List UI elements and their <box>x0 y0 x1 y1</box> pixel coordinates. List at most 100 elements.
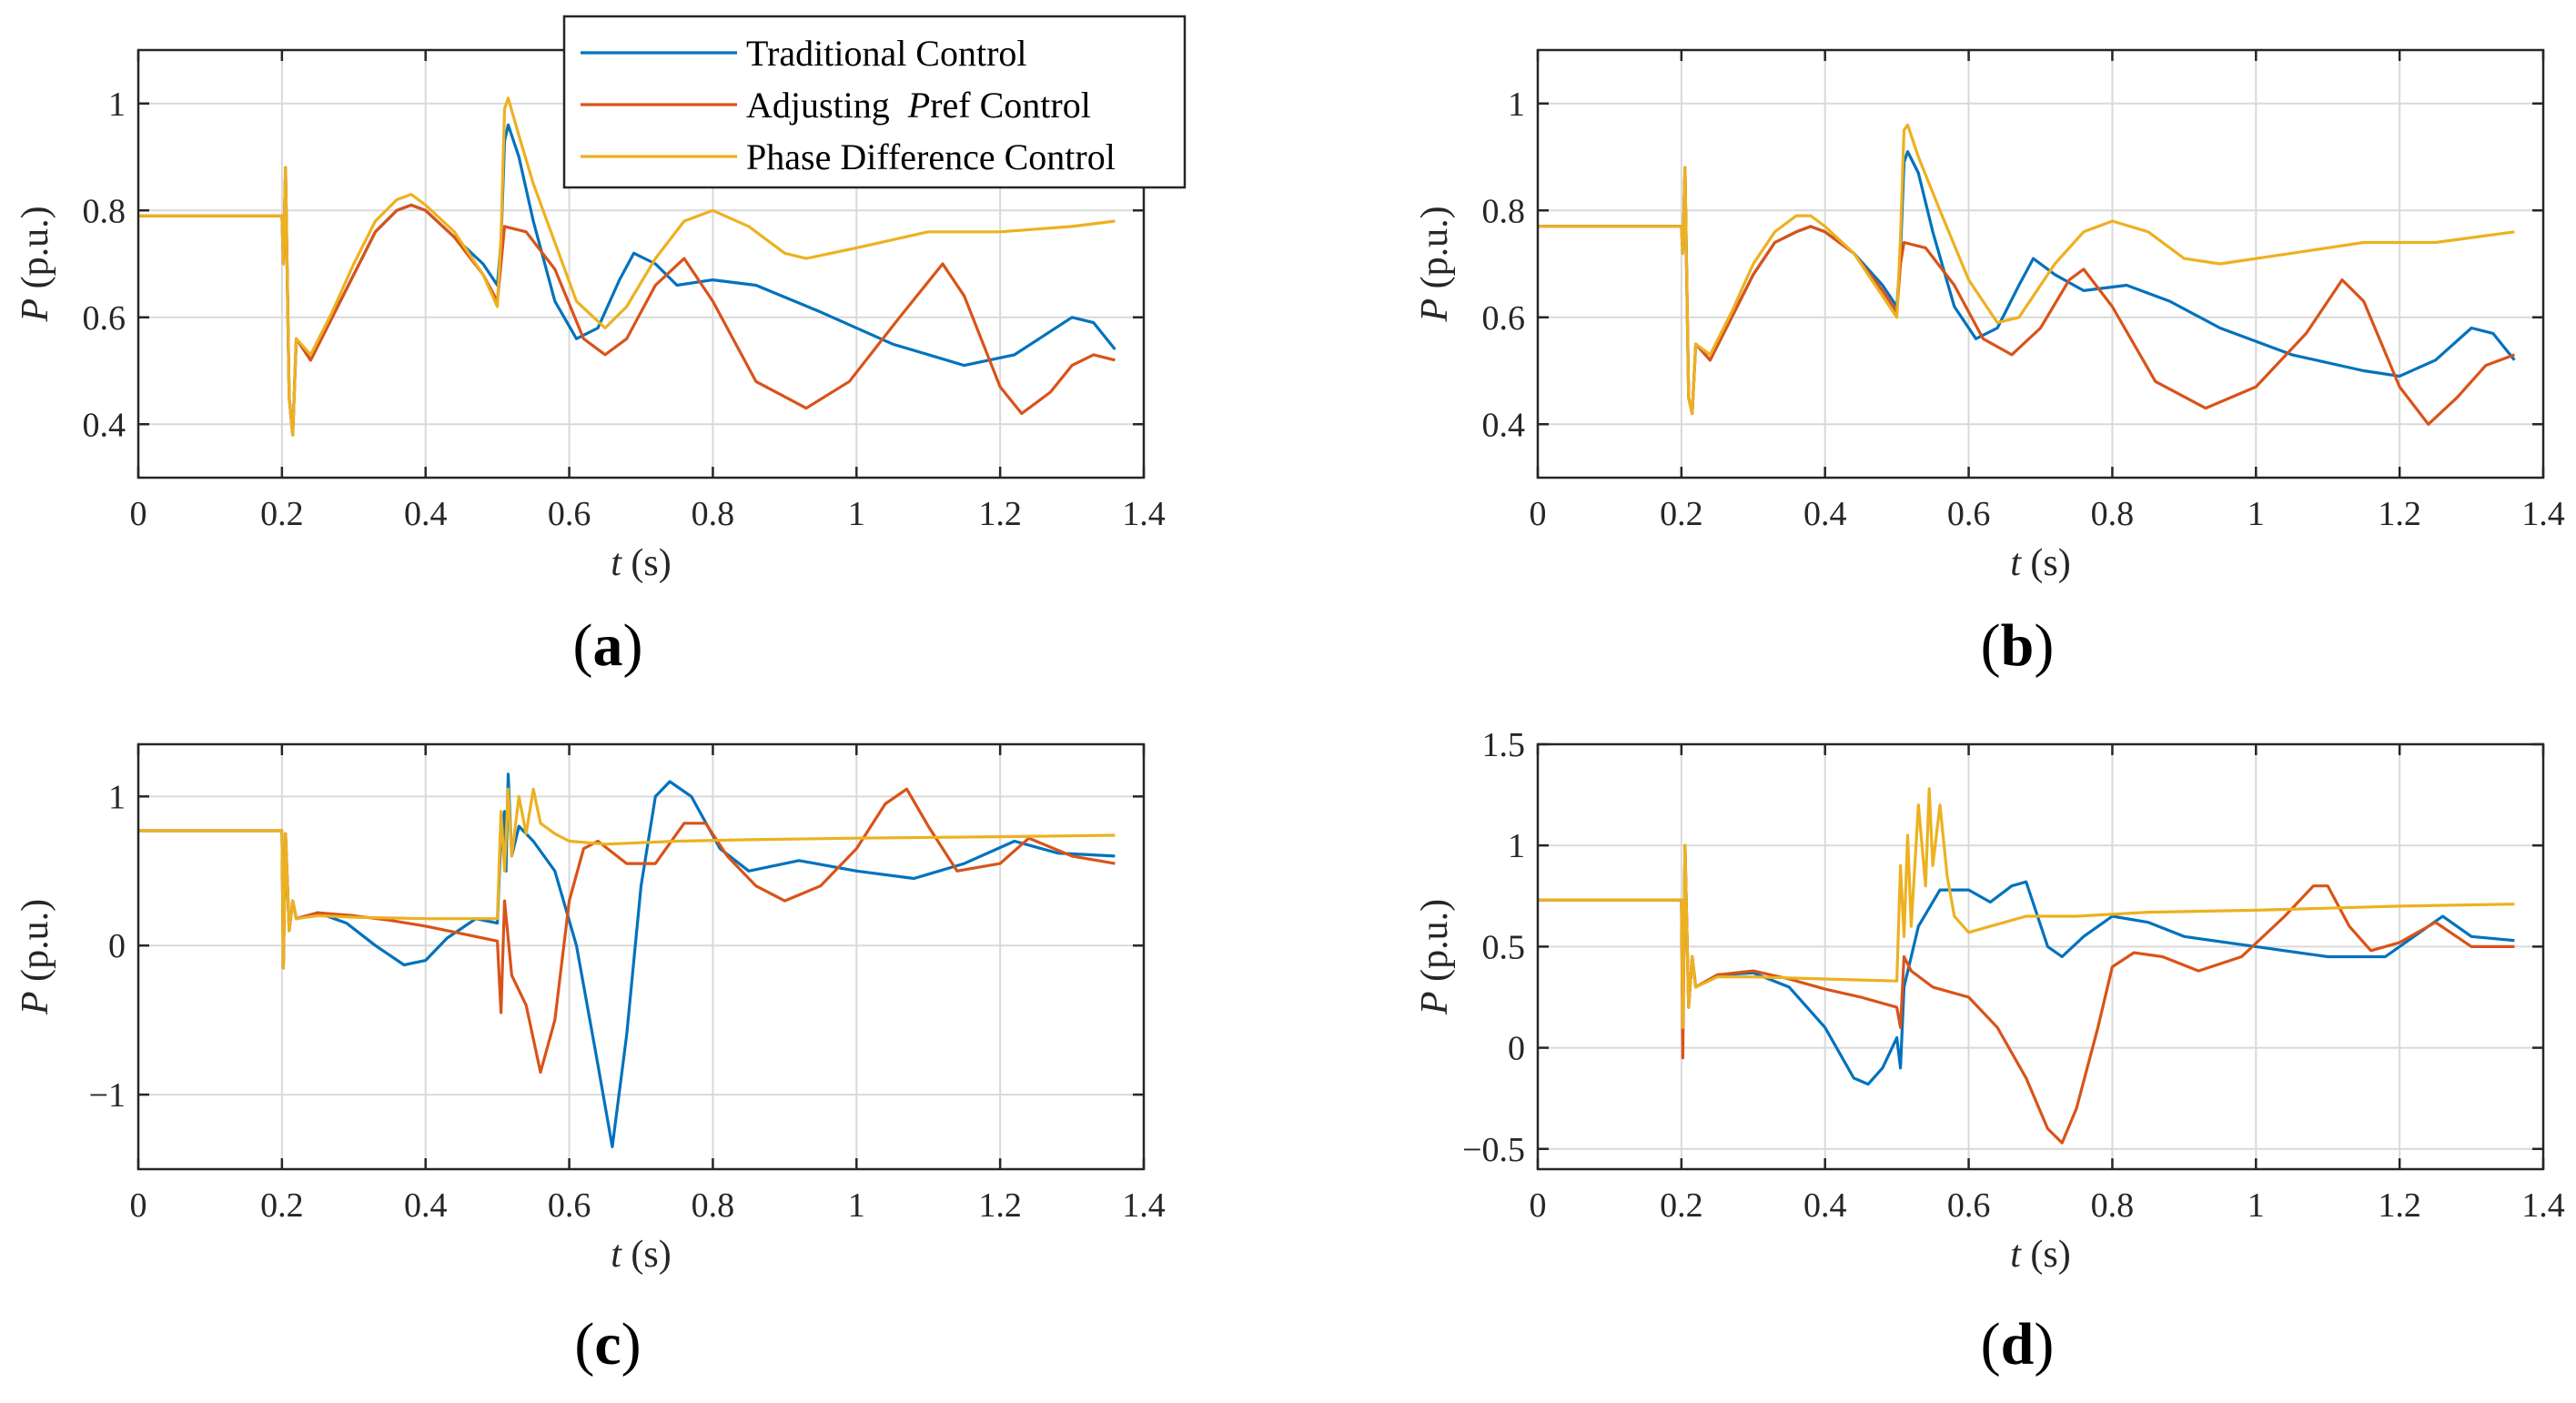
x-tick-label: 0.2 <box>1660 495 1703 533</box>
y-axis-label-var: P <box>15 991 56 1015</box>
y-axis-label-var: P <box>1414 298 1456 323</box>
x-axis-label-unit: (s) <box>2021 542 2071 584</box>
x-tick-label: 0.8 <box>692 495 735 533</box>
caption-d-letter: d <box>2000 1311 2035 1378</box>
caption-b-letter: b <box>2000 612 2035 679</box>
x-axis-label: t (s) <box>2010 1234 2071 1276</box>
series-line-phase-difference <box>138 787 1116 970</box>
y-axis-label: P (p.u.) <box>15 899 56 1015</box>
caption-c: (c) <box>574 1311 641 1378</box>
x-tick-label: 0 <box>1530 1186 1547 1225</box>
x-tick-label: 1.2 <box>2378 495 2421 533</box>
y-tick-label: 1 <box>108 86 126 124</box>
axes-frame <box>1536 48 2545 479</box>
caption-a: (a) <box>572 612 643 679</box>
x-tick-label: 0.2 <box>260 495 304 533</box>
x-axis-label-unit: (s) <box>621 542 672 584</box>
chart-b: 0 0.2 0.4 0.6 0.8 1 1.2 1.4 0.4 0.6 0.8 1 t (s) P (p.… <box>1414 48 2565 584</box>
y-axis-label-var: P <box>1414 991 1456 1015</box>
x-axis-label-unit: (s) <box>2021 1234 2071 1276</box>
y-tick-label: 0 <box>108 927 126 965</box>
x-tick-label: 0.6 <box>1947 1186 1991 1225</box>
y-tick-label: 1 <box>108 778 126 816</box>
legend-label-prefix: Adjusting <box>746 85 908 126</box>
y-axis-label: P (p.u.) <box>1414 206 1456 322</box>
x-tick-label: 0.6 <box>548 495 591 533</box>
y-tick-label: 0.4 <box>1482 406 1526 444</box>
x-tick-label: 0.8 <box>2091 495 2135 533</box>
x-axis-label-unit: (s) <box>621 1234 672 1276</box>
y-tick-label: 1 <box>1508 827 1525 865</box>
chart-d: 0 0.2 0.4 0.6 0.8 1 1.2 1.4−0.500.511.5t (s)P (… <box>1414 726 2565 1276</box>
caption-d: (d) <box>1980 1311 2055 1378</box>
x-axis-label: t (s) <box>611 1234 672 1276</box>
x-tick-label: 1.2 <box>978 495 1022 533</box>
y-axis-label: P (p.u.) <box>1414 899 1456 1015</box>
x-axis-label-var: t <box>611 542 622 584</box>
y-axis-label-unit: (p.u.) <box>1414 206 1456 298</box>
x-tick-label: 0.6 <box>1947 495 1991 533</box>
x-tick-label: 1 <box>2248 495 2265 533</box>
x-tick-label: 1 <box>848 1186 865 1225</box>
x-tick-label: 0.4 <box>404 1186 448 1225</box>
legend-label: Adjusting Pref Control <box>746 85 1091 126</box>
x-tick-label: 0.8 <box>692 1186 735 1225</box>
x-tick-label: 0.2 <box>260 1186 304 1225</box>
x-tick-label: 0.6 <box>548 1186 591 1225</box>
x-tick-label: 1.4 <box>1122 1186 1166 1225</box>
legend-label-suffix: ref Control <box>930 85 1091 126</box>
x-axis-label-var: t <box>611 1234 622 1276</box>
y-tick-label: 1.5 <box>1482 726 1526 764</box>
caption-b: (b) <box>1980 612 2055 679</box>
x-tick-label: 0.2 <box>1660 1186 1703 1225</box>
series-group <box>138 772 1116 1148</box>
x-tick-label: 1.2 <box>978 1186 1022 1225</box>
y-tick-label: 0.8 <box>83 192 126 230</box>
series-group <box>1538 787 2515 1145</box>
y-tick-label: 0 <box>1508 1030 1525 1068</box>
x-tick-label: 1.4 <box>1122 495 1166 533</box>
y-tick-label: −0.5 <box>1462 1131 1525 1169</box>
x-tick-label: 1.4 <box>2521 495 2565 533</box>
caption-c-letter: c <box>594 1311 621 1378</box>
chart-a: 0 0.2 0.4 0.6 0.8 1 1.2 1.4 0.4 0.6 0.8 1 t (s) P (p.… <box>15 15 1187 584</box>
x-axis-label-var: t <box>2010 1234 2022 1276</box>
series-line-phase-difference <box>138 96 1116 437</box>
x-axis-label-var: t <box>2010 542 2022 584</box>
y-tick-label: 0.6 <box>1482 299 1526 338</box>
caption-a-letter: a <box>592 612 623 679</box>
x-tick-label: 1.4 <box>2521 1186 2565 1225</box>
x-tick-label: 1 <box>2248 1186 2265 1225</box>
y-tick-label: 1 <box>1508 86 1525 124</box>
y-tick-label: 0.6 <box>83 299 126 338</box>
series-line-phase-difference <box>1538 123 2515 416</box>
chart-c: 0 0.2 0.4 0.6 0.8 1 1.2 1.4 −1 0 1 t (s) P (p.u.) <box>15 742 1166 1276</box>
legend-label-italic: P <box>907 85 930 126</box>
x-tick-label: 0 <box>130 495 147 533</box>
axes-frame <box>136 742 1146 1171</box>
y-axis-label-unit: (p.u.) <box>15 899 56 991</box>
x-axis-label: t (s) <box>611 542 672 584</box>
y-tick-label: 0.4 <box>83 406 126 444</box>
y-tick-label: 0.5 <box>1482 928 1526 966</box>
y-tick-label: 0.8 <box>1482 192 1526 230</box>
x-tick-label: 0.4 <box>404 495 448 533</box>
x-axis-label: t (s) <box>2010 542 2071 584</box>
legend-label: Phase Difference Control <box>746 136 1116 177</box>
legend: Traditional Control Adjusting Pref Contro… <box>562 15 1187 189</box>
legend-box <box>562 15 1187 189</box>
x-tick-label: 0.4 <box>1803 495 1847 533</box>
series-group <box>138 96 1116 437</box>
series-line-phase-difference <box>1538 787 2515 1029</box>
y-axis-label-unit: (p.u.) <box>1414 899 1456 991</box>
axes-frame <box>1536 742 2545 1171</box>
legend-label: Traditional Control <box>746 33 1027 74</box>
x-tick-label: 0 <box>130 1186 147 1225</box>
x-tick-label: 1.2 <box>2378 1186 2421 1225</box>
y-tick-label: −1 <box>89 1076 126 1115</box>
x-tick-label: 0 <box>1530 495 1547 533</box>
x-tick-label: 0.8 <box>2091 1186 2135 1225</box>
series-group <box>1538 123 2516 426</box>
y-axis-label-var: P <box>15 298 56 323</box>
